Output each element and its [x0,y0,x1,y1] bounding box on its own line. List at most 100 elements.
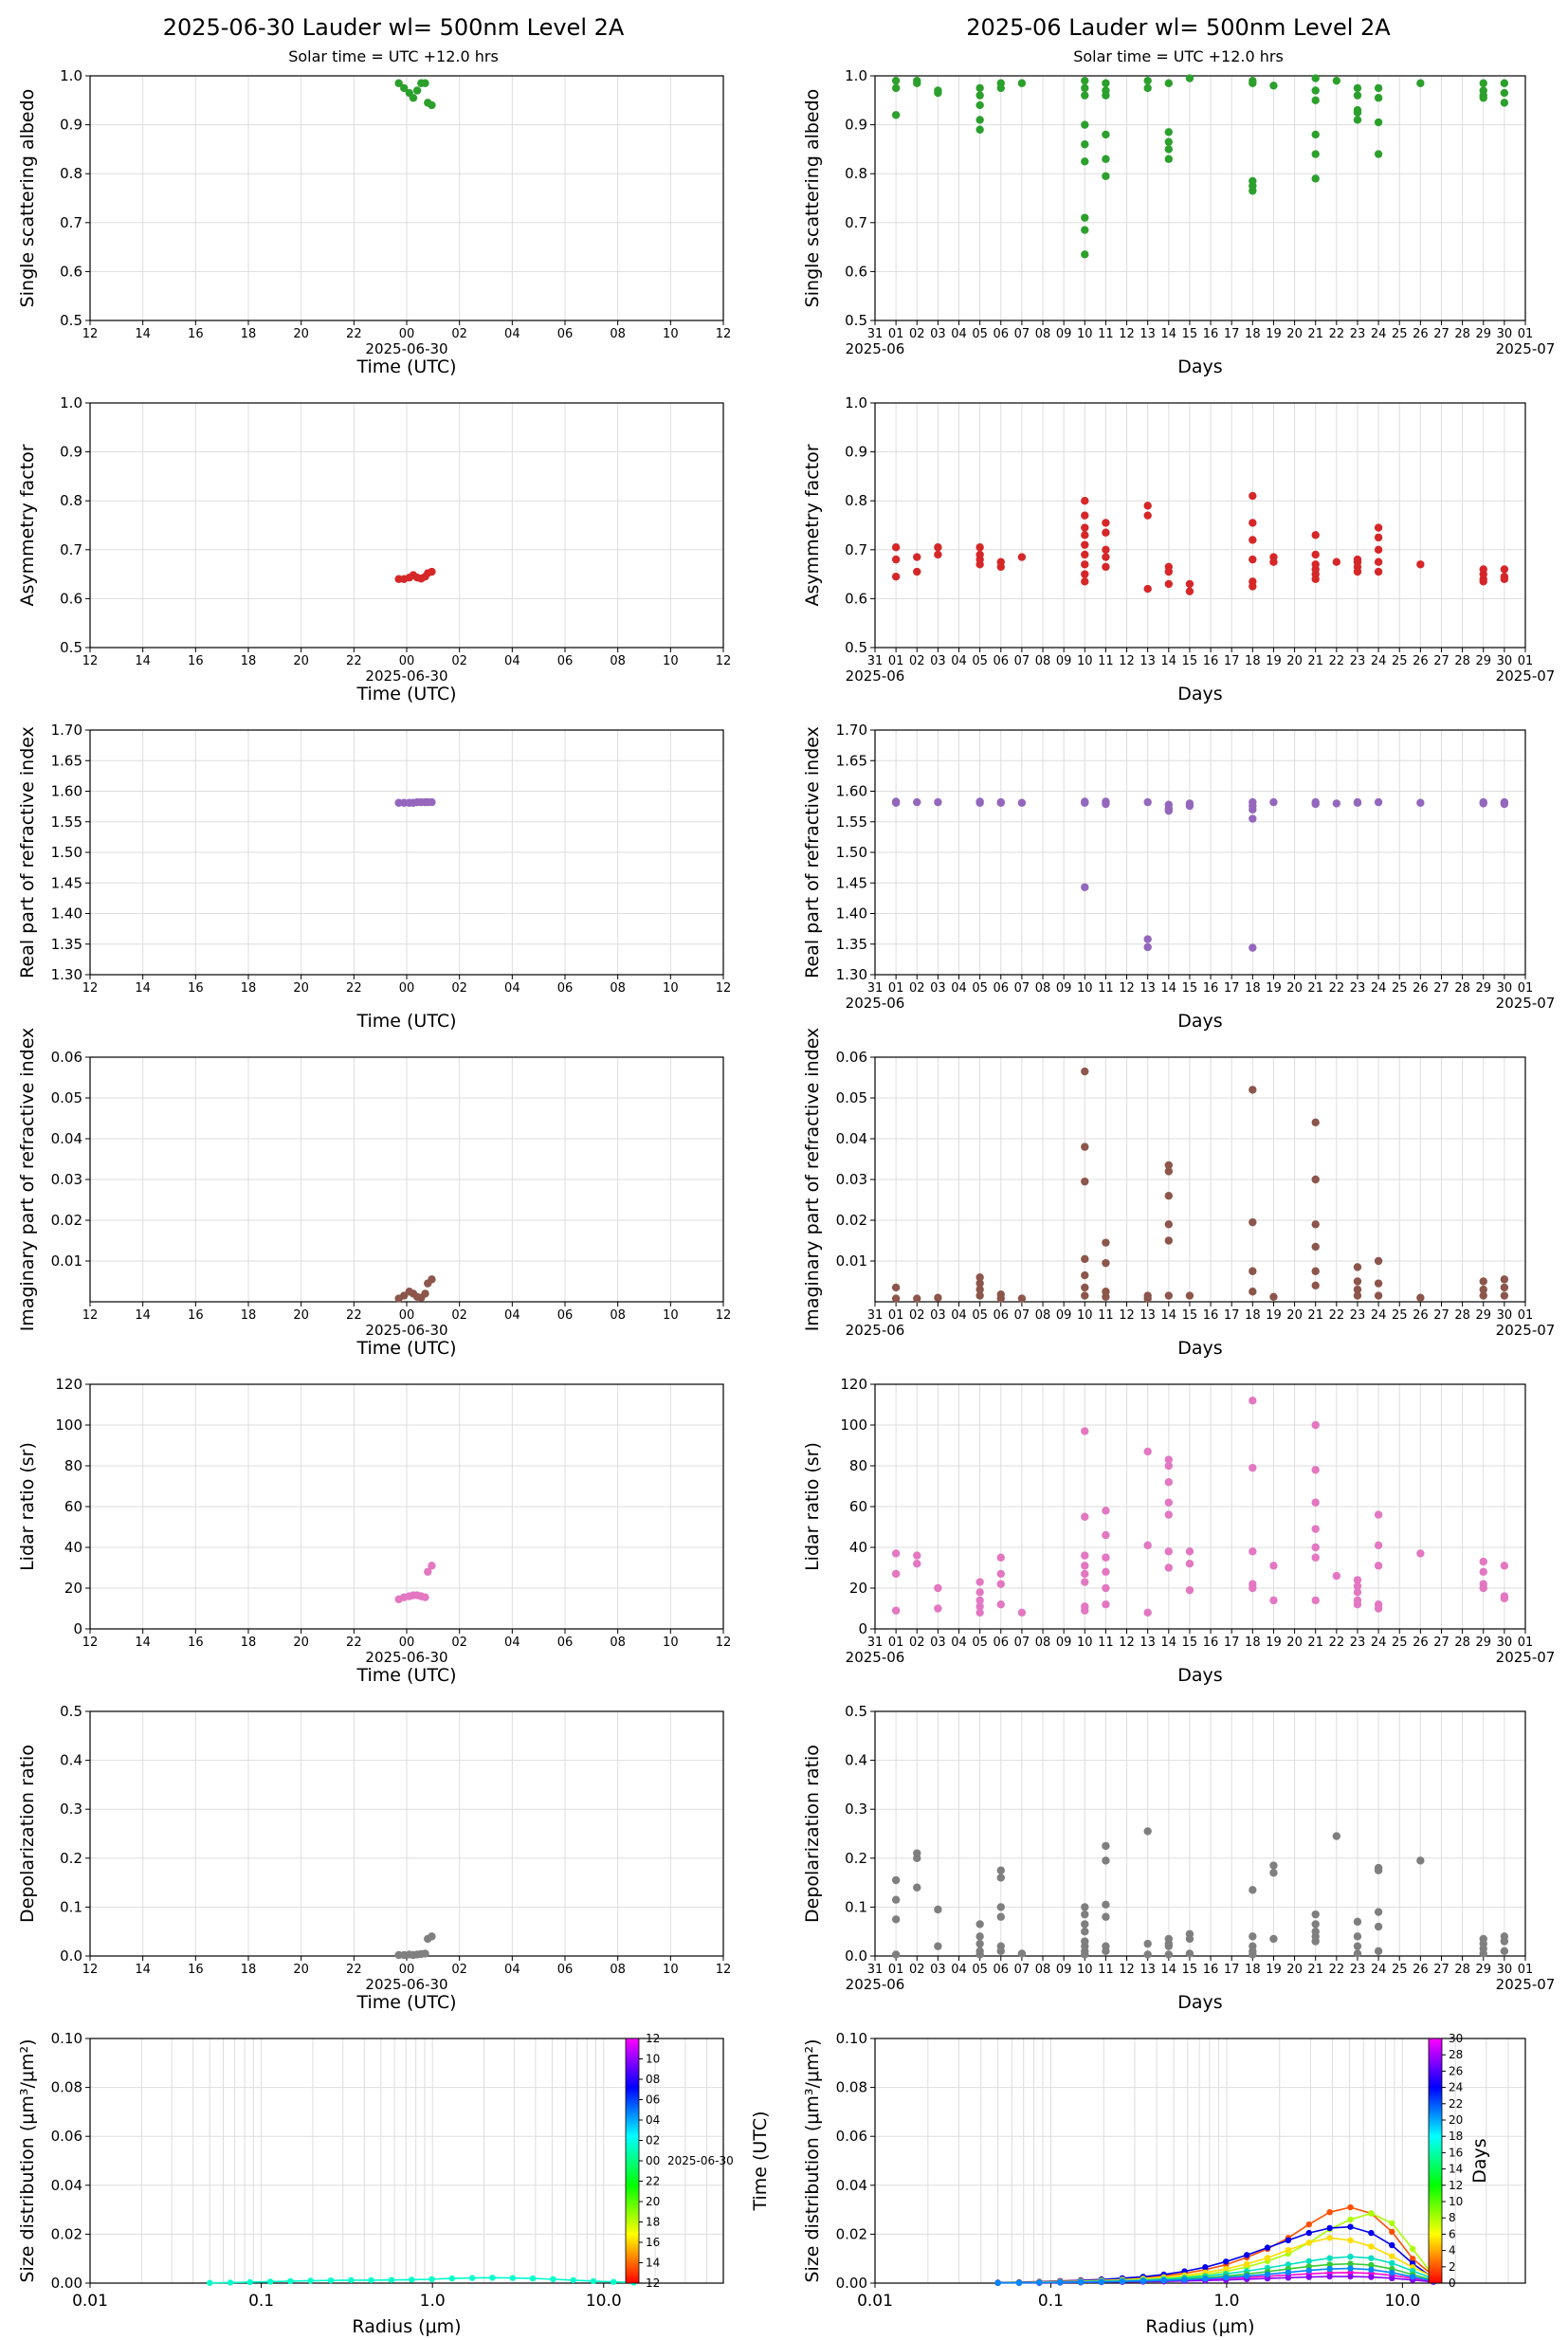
x-axis-label: Days [1177,1011,1222,1032]
data-point [1311,1242,1320,1252]
x-tick-label: 29 [1475,1308,1491,1323]
data-point [1311,1220,1320,1229]
x-tick-label: 16 [188,1636,204,1650]
x-axis-label: Time (UTC) [356,356,456,377]
y-tick-label: 0.2 [60,1850,82,1867]
x-tick-label: 11 [1098,1308,1114,1323]
x-tick-label: 31 [867,1963,884,1977]
x-tick-label: 02 [909,1963,925,1977]
series-point [1389,2220,1395,2226]
x-tick-label: 16 [188,1963,204,1977]
data-point [412,86,422,95]
data-point [1185,579,1194,589]
colorbar-tick-label: 22 [1449,2097,1463,2111]
data-point [1374,545,1383,554]
series-point [1347,2265,1354,2272]
series-point [1409,2274,1416,2280]
x-tick-label: 03 [930,1963,946,1977]
series-point [1326,2265,1333,2273]
x-tick-label: 22 [1329,981,1345,996]
data-point [1311,74,1320,82]
data-point [428,567,436,576]
x-tick-label: 12 [1119,981,1135,996]
data-point [1249,519,1257,527]
data-point [1081,1910,1089,1919]
data-point [934,1583,942,1593]
data-point [1081,1283,1089,1292]
series-point [1368,2243,1375,2250]
panel-R-imag: 31 01 02 03 04 05 06 07 08 09 10 11 12 13 14 15 16 17 18 19… [802,1028,1555,1359]
y-tick-label: 100 [55,1417,82,1434]
data-point [934,543,942,552]
x-tick-label: 05 [972,1963,988,1977]
colorbar-tick-label: 20 [1449,2113,1463,2127]
y-tick-label: 1.40 [51,905,82,923]
colorbar-date-label: 2025-06-30 [667,2154,734,2167]
x-tick-label: 18 [241,981,257,996]
x-tick-label: 17 [1224,654,1240,668]
x-tick-label: 16 [188,654,204,668]
y-tick-label: 1.70 [51,722,82,739]
data-point [1102,519,1110,527]
x-tick-label: 02 [909,654,925,668]
y-tick-label: 60 [849,1498,867,1515]
x-date-label: 2025-06 [846,1649,905,1666]
x-axis-label: Days [1177,1665,1222,1686]
x-tick-label: 22 [1329,1636,1345,1650]
data-point [975,1285,984,1294]
series-point [1368,2255,1375,2261]
x-date-label: 2025-06-30 [365,667,447,685]
data-point [1353,1917,1362,1927]
panel-R-size: 0.01 0.1 1.0 10.0 0.00 0.02 0.04 0.06 0.08 0.10 Ra… [802,2030,1526,2337]
x-tick-label: 06 [557,654,574,668]
data-point [1164,1167,1174,1176]
x-tick-label: 27 [1433,1963,1449,1977]
data-point [1143,1608,1152,1618]
x-tick-label: 07 [1014,327,1030,341]
series-point [207,2279,213,2286]
panels: 12 14 16 18 20 22 00 02 04 06 08 10 120.50.60.70.80.… [17,67,1555,2337]
data-point [1374,150,1383,158]
x-date-label: 2025-07 [1496,1976,1556,1993]
y-tick-label: 0.01 [51,1252,82,1270]
data-point [1249,187,1257,195]
y-tick-label: 0.1 [60,1898,82,1915]
data-point [1102,1530,1110,1540]
y-tick-label: 0.08 [836,2079,867,2096]
series-point [489,2275,496,2281]
data-point [424,1567,432,1577]
data-point [1102,1841,1110,1851]
x-tick-label: 27 [1433,981,1449,996]
y-tick-label: 0.0 [60,1947,82,1965]
data-point [1374,1256,1383,1266]
colorbar-tick-label: 8 [1449,2211,1456,2224]
y-tick-label: 0.5 [845,1703,867,1720]
x-tick-label: 0.1 [248,2292,274,2311]
data-point [1332,558,1341,566]
x-tick-label: 03 [930,1308,946,1323]
data-point [1374,533,1383,542]
x-tick-label: 01 [888,981,904,996]
data-point [1311,1596,1320,1605]
data-point [1102,562,1110,572]
x-tick-label: 05 [972,1636,988,1650]
data-point [1185,74,1194,82]
data-point [1311,130,1320,139]
data-point [1102,1856,1110,1865]
x-tick-label: 18 [1245,1963,1261,1977]
data-point [934,1942,942,1950]
data-point [975,1578,984,1586]
x-tick-label: 04 [504,1636,520,1650]
x-tick-label: 22 [1329,654,1345,668]
data-point [1249,943,1257,952]
data-point [1353,1600,1362,1609]
data-point [975,1273,984,1282]
colorbar-tick-label: 00 [646,2154,660,2167]
data-point [1500,1947,1509,1956]
series-point [1285,2261,1292,2268]
x-tick-label: 10 [1077,1636,1093,1650]
x-tick-label: 14 [135,1963,151,1977]
x-axis-label: Days [1177,1992,1222,2013]
data-point [1500,1562,1509,1570]
data-point [996,1912,1005,1921]
